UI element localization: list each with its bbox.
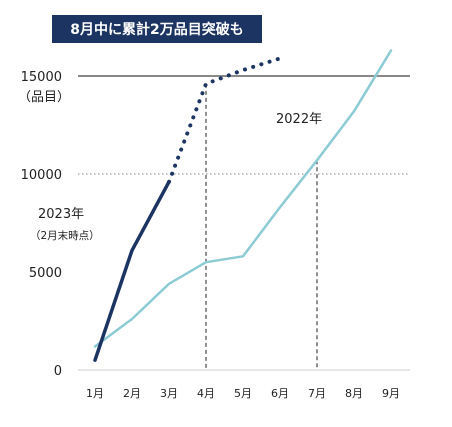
- chart-title-box: [52, 15, 262, 43]
- x-tick-label: 4月: [197, 387, 215, 400]
- series-group: [93, 49, 393, 362]
- reference-lines: [78, 75, 410, 175]
- y-tick-label: 5000: [29, 266, 62, 281]
- y-tick-label: 15000: [21, 70, 62, 85]
- series-line-2: [167, 56, 282, 184]
- y-ticks: 0 5000 10000 15000: [21, 70, 62, 379]
- y-tick-label: 0: [54, 364, 62, 379]
- label-2023: 2023年: [38, 207, 84, 222]
- y-axis-unit: （品目）: [18, 90, 70, 105]
- series-line-1: [93, 180, 171, 362]
- x-tick-label: 3月: [160, 387, 178, 400]
- label-2023-note: （2月末時点）: [30, 229, 100, 242]
- x-tick-label: 9月: [382, 387, 400, 400]
- x-tick-label: 1月: [86, 387, 104, 400]
- x-tick-label: 2月: [123, 387, 141, 400]
- x-tick-label: 6月: [271, 387, 289, 400]
- x-tick-label: 5月: [234, 387, 252, 400]
- y-tick-label: 10000: [21, 168, 62, 183]
- x-ticks: 1月 2月 3月 4月 5月 6月 7月 8月 9月: [86, 387, 400, 400]
- chart-title: 8月中に累計2万品目突破も: [70, 21, 243, 38]
- label-2022: 2022年: [276, 112, 322, 127]
- series-line-0: [93, 49, 393, 348]
- vertical-markers: [205, 83, 318, 370]
- x-tick-label: 7月: [308, 387, 326, 400]
- x-tick-label: 8月: [345, 387, 363, 400]
